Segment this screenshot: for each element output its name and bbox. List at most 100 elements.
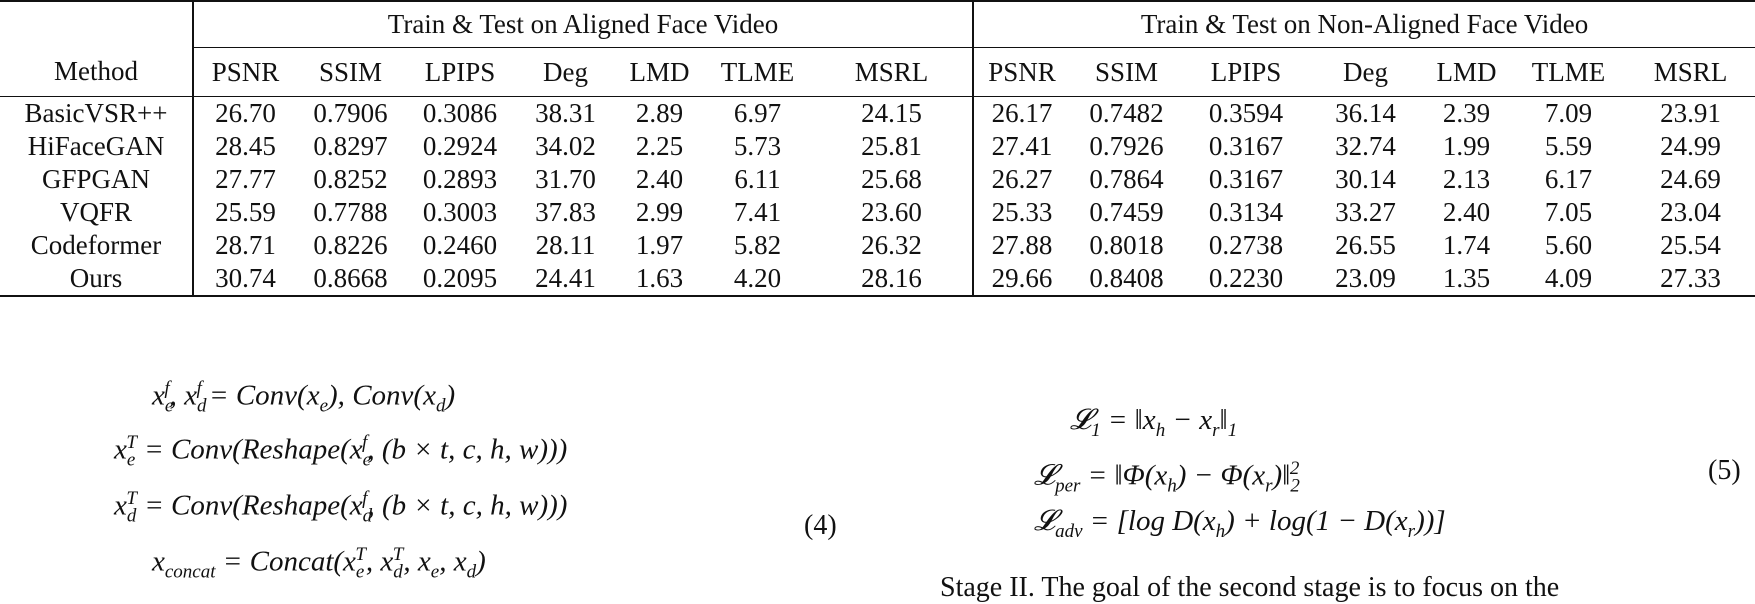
- value-cell: 0.2230: [1183, 262, 1310, 297]
- value-cell: 7.05: [1544, 197, 1593, 227]
- value-cell: 0.7459: [1089, 197, 1164, 227]
- value-cell: 31.70: [535, 164, 596, 194]
- value-cell: 28.45: [192, 130, 297, 163]
- col-header: SSIM: [297, 47, 404, 97]
- value-cell: 0.2924: [422, 131, 498, 161]
- value-cell: 6.17: [1544, 164, 1593, 194]
- table-row: Ours 30.74 0.8668 0.2095 24.41 1.63 4.20 28.16 2…: [0, 262, 1755, 297]
- value-cell: 7.09: [1544, 98, 1593, 128]
- value-cell: 0.8297: [313, 131, 388, 161]
- table-row: GFPGAN 27.77 0.8252 0.2893 31.70 2.40 6.11 25.6…: [0, 163, 1755, 196]
- value-cell: 0.3134: [1208, 197, 1284, 227]
- value-cell: 2.40: [1442, 197, 1491, 227]
- eq5-line-1: 𝓛1 = ‖xh − xr‖1: [1070, 404, 1238, 441]
- value-cell: 1.63: [615, 262, 704, 297]
- value-cell: 5.59: [1544, 131, 1593, 161]
- col-header: LMD: [1422, 47, 1512, 97]
- value-cell: 4.09: [1511, 262, 1627, 297]
- value-cell: 28.71: [192, 229, 297, 262]
- value-cell: 26.32: [861, 230, 922, 260]
- eq4-number: (4): [804, 510, 837, 541]
- method-cell: BasicVSR++: [24, 98, 168, 128]
- value-cell: 5.82: [733, 230, 782, 260]
- value-cell: 27.33: [1626, 262, 1755, 297]
- value-cell: 2.40: [635, 164, 684, 194]
- method-cell: Ours: [0, 262, 193, 297]
- value-cell: 0.8408: [1070, 262, 1184, 297]
- table-row: BasicVSR++ 26.70 0.7906 0.3086 38.31 2.89 6.97…: [0, 96, 1755, 130]
- col-header: TLME: [704, 47, 811, 97]
- table-row: Codeformer 28.71 0.8226 0.2460 28.11 1.97 5.82…: [0, 229, 1755, 262]
- col-header: PSNR: [192, 47, 297, 97]
- value-cell: 24.99: [1660, 131, 1721, 161]
- eq5-line-3: 𝓛adv = [log D(xh) + log(1 − D(xr))]: [1034, 505, 1446, 542]
- value-cell: 23.60: [861, 197, 922, 227]
- value-cell: 0.8252: [313, 164, 388, 194]
- table-row: VQFR 25.59 0.7788 0.3003 37.83 2.99 7.41 23.60 2…: [0, 196, 1755, 229]
- value-cell: 23.09: [1309, 262, 1423, 297]
- value-cell: 37.83: [535, 197, 596, 227]
- value-cell: 0.2738: [1208, 230, 1284, 260]
- value-cell: 32.74: [1335, 131, 1396, 161]
- value-cell: 1.97: [635, 230, 684, 260]
- value-cell: 0.7906: [313, 98, 388, 128]
- table-row: HiFaceGAN 28.45 0.8297 0.2924 34.02 2.25 5.73 2…: [0, 130, 1755, 163]
- value-cell: 2.99: [635, 197, 684, 227]
- value-cell: 30.74: [192, 262, 297, 297]
- value-cell: 1.35: [1422, 262, 1512, 297]
- value-cell: 7.41: [733, 197, 782, 227]
- value-cell: 34.02: [535, 131, 596, 161]
- eq4-line-4: xconcat = Concat(xeT, xdT, xe, xd): [152, 544, 486, 583]
- value-cell: 6.11: [734, 164, 781, 194]
- value-cell: 27.88: [972, 229, 1071, 262]
- value-cell: 0.2893: [422, 164, 498, 194]
- value-cell: 0.7482: [1089, 98, 1164, 128]
- col-header: LMD: [615, 47, 704, 97]
- col-header: PSNR: [972, 47, 1071, 97]
- col-header: SSIM: [1070, 47, 1184, 97]
- value-cell: 38.31: [535, 98, 596, 128]
- method-cell: HiFaceGAN: [27, 131, 165, 161]
- value-cell: 26.70: [192, 96, 297, 130]
- eq5-line-2: 𝓛per = ‖Φ(xh) − Φ(xr)‖22: [1034, 458, 1300, 497]
- value-cell: 23.04: [1660, 197, 1721, 227]
- value-cell: 24.41: [516, 262, 615, 297]
- body-text-stage-ii: Stage II. The goal of the second stage i…: [940, 572, 1560, 603]
- value-cell: 4.20: [704, 262, 811, 297]
- value-cell: 29.66: [972, 262, 1071, 297]
- value-cell: 25.54: [1660, 230, 1721, 260]
- value-cell: 30.14: [1335, 164, 1396, 194]
- value-cell: 0.8668: [297, 262, 404, 297]
- value-cell: 6.97: [733, 98, 782, 128]
- eq4-line-3: xdT = Conv(Reshape(xdf, (b × t, c, h, w)…: [114, 488, 568, 527]
- eq4-line-1: xef, xdf = Conv(xe), Conv(xd): [152, 378, 456, 417]
- col-header: TLME: [1511, 47, 1627, 97]
- value-cell: 25.68: [861, 164, 922, 194]
- col-header: MSRL: [811, 47, 974, 97]
- value-cell: 0.2095: [404, 262, 516, 297]
- col-header: Deg: [516, 47, 615, 97]
- col-header: MSRL: [1626, 47, 1755, 97]
- value-cell: 1.74: [1442, 230, 1491, 260]
- value-cell: 28.11: [535, 230, 596, 260]
- value-cell: 24.15: [861, 98, 922, 128]
- value-cell: 2.13: [1442, 164, 1491, 194]
- value-cell: 25.81: [861, 131, 922, 161]
- value-cell: 0.3167: [1208, 164, 1284, 194]
- value-cell: 27.41: [972, 130, 1071, 163]
- results-table: Train & Test on Aligned Face Video Train…: [0, 0, 1755, 297]
- group-header-nonaligned: Train & Test on Non-Aligned Face Video: [972, 0, 1755, 48]
- col-header: Deg: [1309, 47, 1423, 97]
- value-cell: 2.89: [635, 98, 684, 128]
- group-header-aligned: Train & Test on Aligned Face Video: [191, 0, 974, 48]
- method-header: Method: [0, 47, 193, 97]
- value-cell: 25.59: [192, 196, 297, 229]
- value-cell: 1.99: [1442, 131, 1491, 161]
- value-cell: 0.7788: [313, 197, 388, 227]
- value-cell: 36.14: [1335, 98, 1396, 128]
- value-cell: 0.8018: [1089, 230, 1164, 260]
- eq5-number: (5): [1708, 455, 1741, 486]
- method-cell: VQFR: [59, 197, 133, 227]
- value-cell: 0.3594: [1208, 98, 1284, 128]
- value-cell: 5.60: [1544, 230, 1593, 260]
